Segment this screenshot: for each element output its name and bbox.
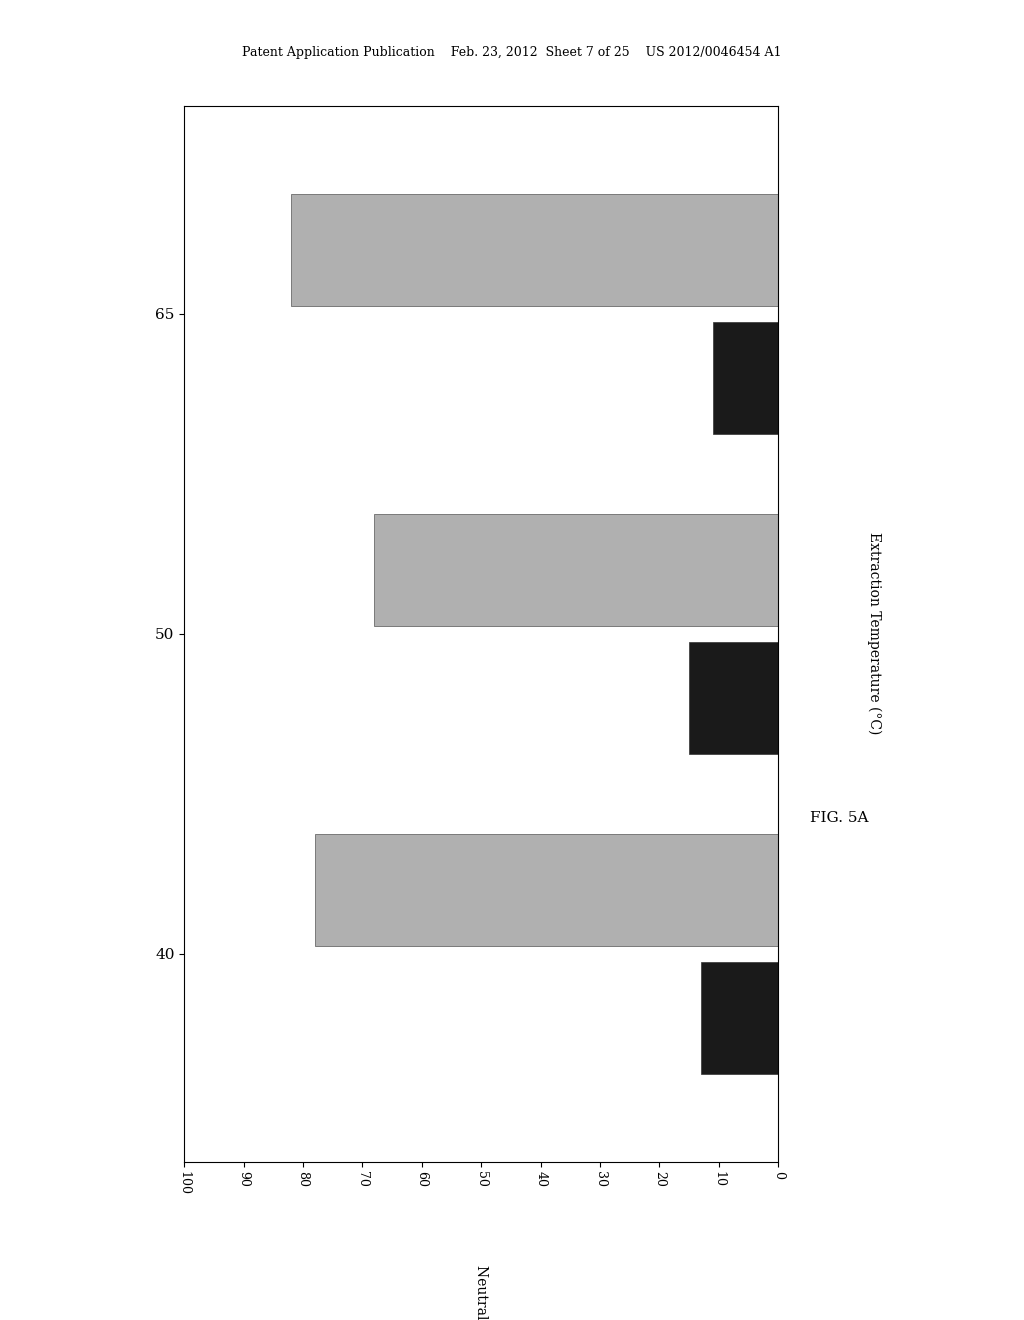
Bar <box>315 834 778 945</box>
X-axis label: Neutral lipid content (% in crude oil): Neutral lipid content (% in crude oil) <box>474 1265 488 1320</box>
Bar <box>713 322 778 433</box>
Text: FIG. 5A: FIG. 5A <box>810 812 869 825</box>
Y-axis label: Extraction Temperature (°C): Extraction Temperature (°C) <box>867 532 882 735</box>
Text: Patent Application Publication    Feb. 23, 2012  Sheet 7 of 25    US 2012/004645: Patent Application Publication Feb. 23, … <box>243 46 781 59</box>
Bar <box>291 194 778 306</box>
Bar <box>689 642 778 754</box>
Bar <box>375 513 778 626</box>
Bar <box>701 961 778 1073</box>
